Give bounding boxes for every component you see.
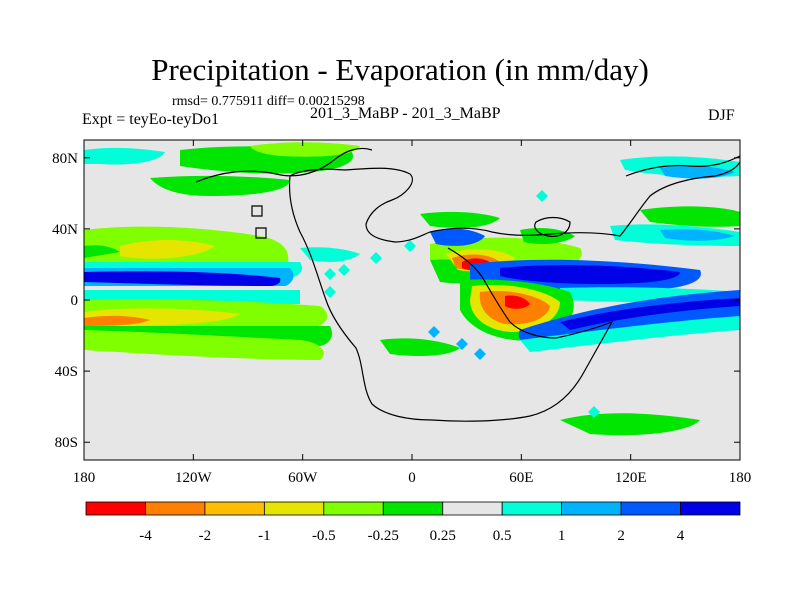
field-south-pacific-convergence-cyan (520, 316, 740, 352)
small-island-outline-1 (251, 205, 263, 217)
field-arctic-cyan (84, 147, 165, 165)
australia-outline (534, 216, 571, 237)
field-indian-ocean-red (505, 295, 530, 309)
field-north-pacific-lightgreen (84, 245, 120, 258)
colorbar-level-label: -0.25 (368, 528, 399, 544)
x-tick-label: 60W (288, 470, 318, 486)
field-north-pacific-east-green (640, 206, 740, 227)
east-asia-outline (625, 155, 741, 177)
colorbar-swatch (382, 501, 444, 516)
field-diamond-3 (324, 286, 336, 298)
x-tick-label: 120E (615, 470, 647, 486)
field-diamond-6 (474, 348, 486, 360)
colorbar-level-label: 1 (558, 528, 566, 544)
y-tick-label: 0 (71, 293, 79, 309)
colorbar-level-label: -0.5 (312, 528, 336, 544)
field-europe-green (420, 211, 500, 228)
x-tick-label: 180 (729, 470, 752, 486)
colorbar-swatch (204, 501, 265, 516)
colorbar-swatch (85, 501, 146, 516)
colorbar-level-label: 0.5 (493, 528, 512, 544)
arctic-outline (195, 147, 373, 183)
field-north-pacific-east-blue (660, 229, 735, 241)
colorbar-level-label: 4 (677, 528, 685, 544)
colorbar-swatch (561, 501, 622, 516)
field-north-america-green (150, 175, 290, 196)
field-diamond-10 (588, 406, 600, 418)
field-india-blue (430, 228, 485, 246)
colorbar: -4 -2 -1 -0.5 -0.25 0.25 0.5 1 2 4 (85, 501, 741, 544)
colorbar-swatch (323, 501, 384, 516)
field-diamond-9 (536, 190, 548, 202)
colorbar-swatch (680, 501, 741, 516)
continent-outline (288, 161, 741, 422)
small-island-outline-2 (255, 227, 267, 239)
colorbar-level-label: 2 (617, 528, 625, 544)
field-diamond-5 (456, 338, 468, 350)
field-diamond-2 (338, 264, 350, 276)
colorbar-level-label: -2 (199, 528, 212, 544)
contour-fields (84, 142, 740, 436)
y-tick-label: 40S (55, 364, 78, 380)
y-tick-label: 40N (52, 222, 78, 238)
field-diamond-7 (370, 252, 382, 264)
colorbar-swatch (263, 501, 325, 516)
chart-title: Precipitation - Evaporation (in mm/day) (151, 52, 649, 87)
experiment-label: Expt = teyEo-teyDo1 (82, 111, 219, 128)
colorbar-level-label: -1 (258, 528, 271, 544)
field-south-pacific-convergence-deepblue (560, 298, 740, 330)
field-south-atlantic-green (380, 338, 460, 356)
field-southern-ocean-green (560, 413, 700, 436)
field-diamond-1 (324, 268, 336, 280)
field-south-pacific-blend (84, 330, 324, 360)
colorbar-swatch (145, 501, 206, 516)
field-north-pacific-yellow (120, 240, 215, 259)
field-south-pacific-orange (84, 315, 150, 326)
season-label: DJF (708, 107, 735, 124)
field-diamond-4 (428, 326, 440, 338)
field-diamond-8 (404, 240, 416, 252)
x-tick-label: 60E (509, 470, 533, 486)
colorbar-swatch (501, 501, 563, 516)
x-tick-label: 180 (73, 470, 96, 486)
colorbar-level-label: 0.25 (430, 528, 456, 544)
y-tick-label: 80S (55, 435, 78, 451)
field-equatorial-deepblue-east (500, 265, 680, 284)
colorbar-level-label: -4 (139, 528, 152, 544)
colorbar-swatch (442, 501, 503, 516)
x-tick-label: 120W (175, 470, 213, 486)
stats-label: rmsd= 0.775911 diff= 0.00215298 (172, 94, 365, 109)
colorbar-swatch (620, 501, 681, 516)
field-arctic-lightgreen (250, 142, 360, 157)
y-tick-label: 80N (52, 151, 78, 167)
x-tick-label: 0 (408, 470, 416, 486)
field-atlantic-cyan (300, 247, 360, 262)
field-itcz-deepblue (84, 271, 281, 286)
axes: 180 120W 60W 0 60E 120E 180 80N 40N 0 40S 80S (52, 140, 751, 486)
chart-subtitle: 201_3_MaBP - 201_3_MaBP (310, 105, 501, 122)
